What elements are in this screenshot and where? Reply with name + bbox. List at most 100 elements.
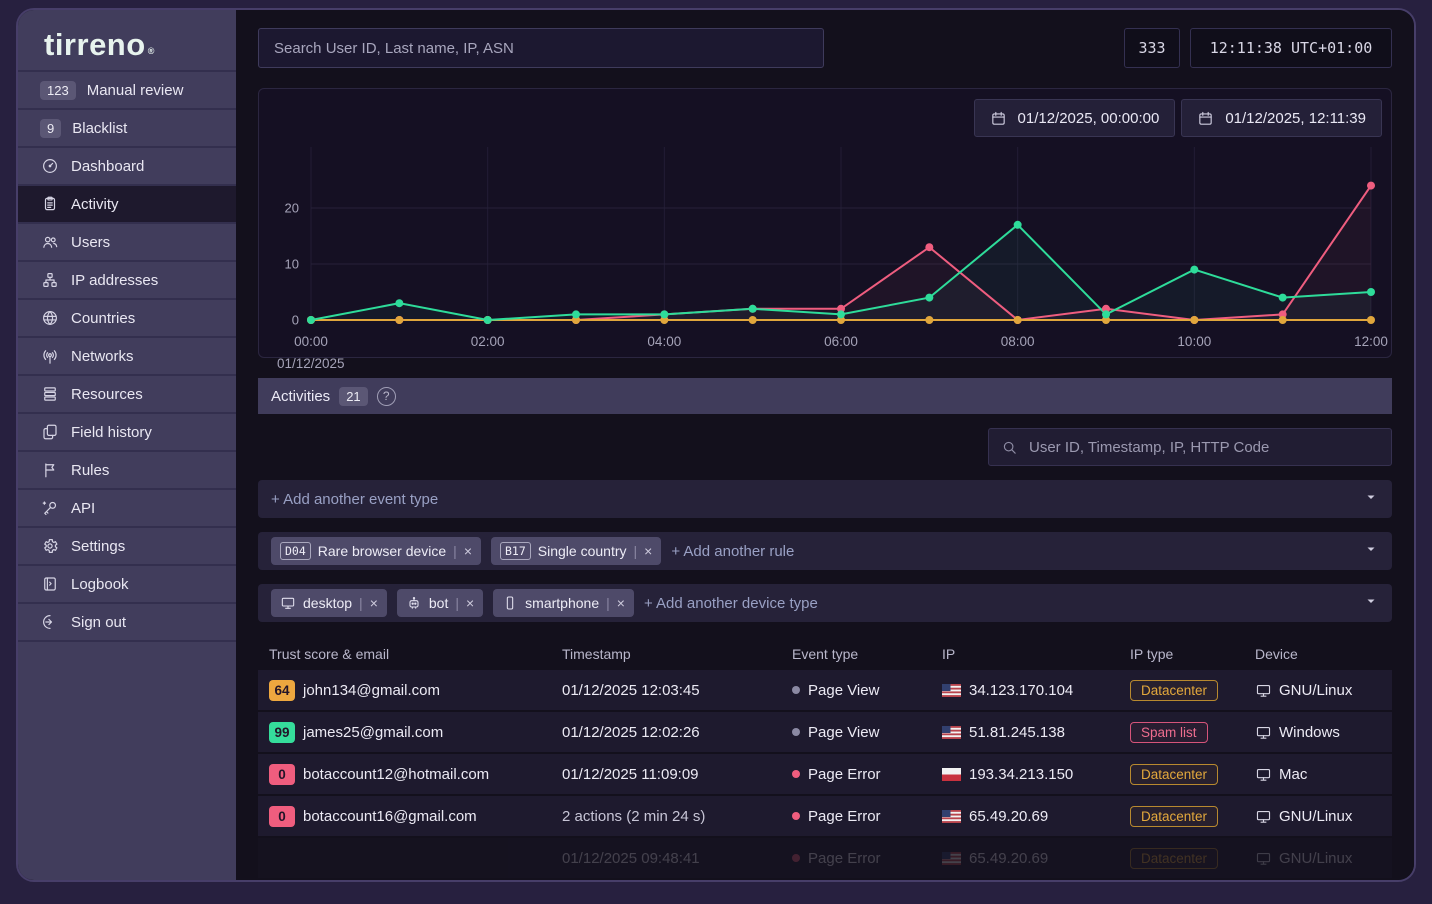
- sidebar-item-label: Networks: [71, 347, 134, 365]
- x-tick-label: 00:00: [294, 334, 328, 349]
- table-row[interactable]: 01/12/2025 09:48:41 Page Error 65.49.20.69…: [258, 838, 1392, 878]
- sidebar-item-networks[interactable]: Networks: [18, 336, 236, 374]
- series-pink-point: [837, 304, 845, 313]
- sidebar-item-resources[interactable]: Resources: [18, 374, 236, 412]
- trust-score-badge: 99: [269, 721, 295, 743]
- table-row[interactable]: 0 botaccount16@gmail.com 2 actions (2 min …: [258, 796, 1392, 836]
- us-flag-icon: [942, 725, 961, 739]
- date-to-value: 01/12/2025, 12:11:39: [1225, 109, 1366, 127]
- table-row[interactable]: 99 james25@gmail.com 01/12/2025 12:02:26 Pa…: [258, 712, 1392, 752]
- series-green-point: [660, 310, 669, 319]
- sidebar-item-ip-addresses[interactable]: IP addresses: [18, 260, 236, 298]
- remove-device-icon[interactable]: ×: [465, 595, 475, 611]
- device-name: Mac: [1279, 765, 1308, 783]
- chevron-down-icon[interactable]: [1365, 542, 1377, 560]
- date-to-picker[interactable]: 01/12/2025, 12:11:39: [1181, 99, 1382, 137]
- device-label: smartphone: [525, 595, 600, 611]
- sidebar-item-rules[interactable]: Rules: [18, 450, 236, 488]
- series-yellow-point: [1190, 316, 1199, 324]
- rule-code: B17: [500, 542, 531, 560]
- sidebar-item-blacklist[interactable]: 9 Blacklist: [18, 108, 236, 146]
- series-yellow-point: [660, 316, 669, 324]
- event-type: Page View: [808, 723, 880, 741]
- table-row[interactable]: 64 john134@gmail.com 01/12/2025 12:03:45 Pa…: [258, 670, 1392, 710]
- sidebar-item-api[interactable]: API: [18, 488, 236, 526]
- help-icon[interactable]: ?: [376, 386, 396, 406]
- sidebar-item-logbook[interactable]: Logbook: [18, 564, 236, 602]
- sidebar-item-dashboard[interactable]: Dashboard: [18, 146, 236, 184]
- calendar-icon: [1197, 110, 1214, 127]
- series-green-point: [1102, 310, 1110, 319]
- chevron-down-icon[interactable]: [1365, 490, 1377, 508]
- event-dot: [792, 686, 800, 694]
- ip-type-badge: Datacenter: [1130, 805, 1219, 827]
- sidebar-item-sign-out[interactable]: Sign out: [18, 602, 236, 640]
- calendar-icon: [990, 110, 1007, 127]
- sidebar-item-field-history[interactable]: Field history: [18, 412, 236, 450]
- rule-chip[interactable]: D04 Rare browser device | ×: [271, 537, 481, 565]
- device-type-filter[interactable]: desktop | × bot | × smartphone | × + Add another …: [258, 584, 1392, 622]
- ip-address: 34.123.170.104: [969, 681, 1074, 699]
- sidebar-item-settings[interactable]: Settings: [18, 526, 236, 564]
- add-rule-label[interactable]: + Add another rule: [671, 542, 795, 560]
- x-tick-label: 04:00: [647, 334, 681, 349]
- device-chip-smartphone[interactable]: smartphone | ×: [493, 589, 634, 617]
- sidebar-item-manual-review[interactable]: 123 Manual review: [18, 70, 236, 108]
- trust-score-badge: 64: [269, 679, 295, 701]
- sign-out-icon: [43, 615, 53, 629]
- remove-rule-icon[interactable]: ×: [644, 543, 653, 559]
- global-search[interactable]: [258, 28, 824, 68]
- add-event-type-label[interactable]: + Add another event type: [271, 490, 439, 508]
- series-yellow-point: [1367, 316, 1375, 324]
- ip-type-badge: Datacenter: [1130, 763, 1219, 785]
- key-icon: [42, 501, 57, 516]
- ip-type-badge: Datacenter: [1130, 847, 1219, 869]
- column-header: IP type: [1130, 646, 1174, 662]
- monitor-icon: [1256, 768, 1271, 781]
- event-dot: [792, 854, 800, 862]
- activity-icon: [44, 196, 56, 211]
- sidebar-item-label: Field history: [71, 423, 152, 441]
- desktop-icon: [281, 597, 295, 609]
- rule-code: D04: [280, 542, 311, 560]
- series-green-point: [925, 293, 934, 302]
- gear-icon: [44, 539, 58, 553]
- y-tick-label: 0: [292, 313, 299, 328]
- device-name: Windows: [1279, 723, 1340, 741]
- main-area: 333 12:11:38 UTC+01:00 01/12/2025, 00:00…: [236, 10, 1414, 880]
- series-green-point: [1278, 293, 1287, 302]
- activities-title: Activities: [271, 387, 331, 405]
- sidebar-item-activity[interactable]: Activity: [18, 184, 236, 222]
- column-header: Device: [1255, 646, 1298, 662]
- ip-address: 65.49.20.69: [969, 807, 1049, 825]
- rules-filter[interactable]: D04 Rare browser device | × B17 Single countr…: [258, 532, 1392, 570]
- device-chip-bot[interactable]: bot | ×: [396, 589, 484, 617]
- remove-rule-icon[interactable]: ×: [463, 543, 472, 559]
- activities-search-input[interactable]: [1027, 437, 1379, 457]
- event-counter: 333: [1124, 28, 1180, 68]
- remove-device-icon[interactable]: ×: [369, 595, 378, 611]
- activities-search[interactable]: [988, 428, 1392, 466]
- column-header: IP: [942, 646, 956, 662]
- table-row[interactable]: 0 botaccount12@hotmail.com 01/12/2025 11:0…: [258, 754, 1392, 794]
- device-chip-desktop[interactable]: desktop | ×: [271, 589, 387, 617]
- sidebar-nav: 123 Manual review 9 Blacklist Dashboard Activ…: [18, 70, 236, 640]
- antenna-icon: [43, 350, 57, 364]
- add-device-label[interactable]: + Add another device type: [643, 594, 818, 612]
- event-type-filter[interactable]: + Add another event type: [258, 480, 1392, 518]
- field-history-icon: [43, 424, 57, 440]
- date-from-picker[interactable]: 01/12/2025, 00:00:00: [973, 99, 1176, 137]
- sidebar-item-label: Dashboard: [71, 157, 145, 175]
- sidebar-item-users[interactable]: Users: [18, 222, 236, 260]
- ip-address: 65.49.20.69: [969, 849, 1049, 867]
- remove-device-icon[interactable]: ×: [616, 595, 625, 611]
- chevron-down-icon[interactable]: [1365, 594, 1377, 612]
- event-dot: [792, 770, 800, 778]
- timestamp: 01/12/2025 09:48:41: [562, 849, 700, 867]
- global-search-input[interactable]: [272, 38, 810, 58]
- series-green-point: [837, 310, 845, 319]
- rule-chip[interactable]: B17 Single country | ×: [491, 537, 662, 565]
- column-header: Timestamp: [562, 646, 631, 662]
- user-email: botaccount16@gmail.com: [303, 807, 477, 825]
- sidebar-item-countries[interactable]: Countries: [18, 298, 236, 336]
